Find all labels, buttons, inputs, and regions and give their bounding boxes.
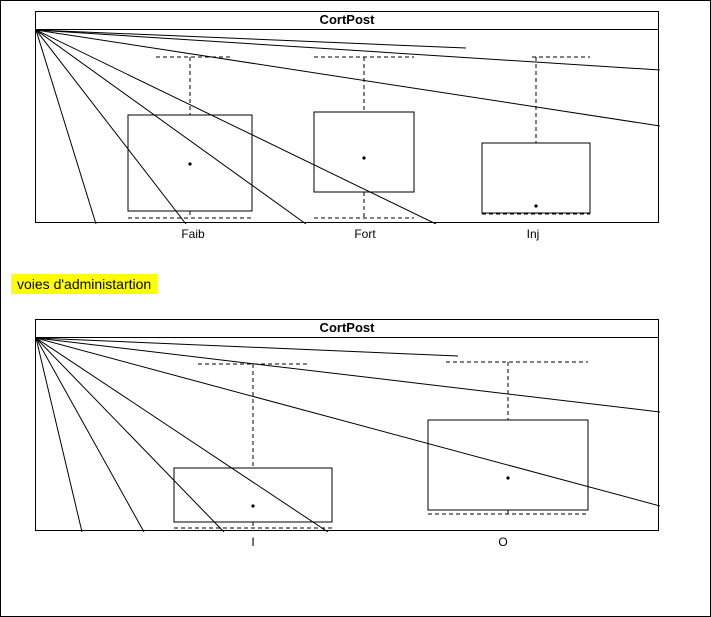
boxplot-panel-2: CortPost <box>35 319 659 531</box>
panel1-plot <box>36 30 660 224</box>
page-root: CortPost Faib Fort Inj voies d'administa… <box>0 0 711 617</box>
panel1-cat-label-2: Inj <box>527 227 540 241</box>
panel2-plot <box>36 338 660 532</box>
panel1-title: CortPost <box>320 12 375 27</box>
panel2-cat-label-1: O <box>498 535 507 549</box>
panel1-cat-label-0: Faib <box>181 227 204 241</box>
panel2-title: CortPost <box>320 320 375 335</box>
section-label: voies d'administartion <box>11 274 157 294</box>
boxplot-panel-1: CortPost <box>35 11 659 223</box>
panel2-cat-label-0: I <box>251 535 254 549</box>
panel1-cat-label-1: Fort <box>354 227 375 241</box>
